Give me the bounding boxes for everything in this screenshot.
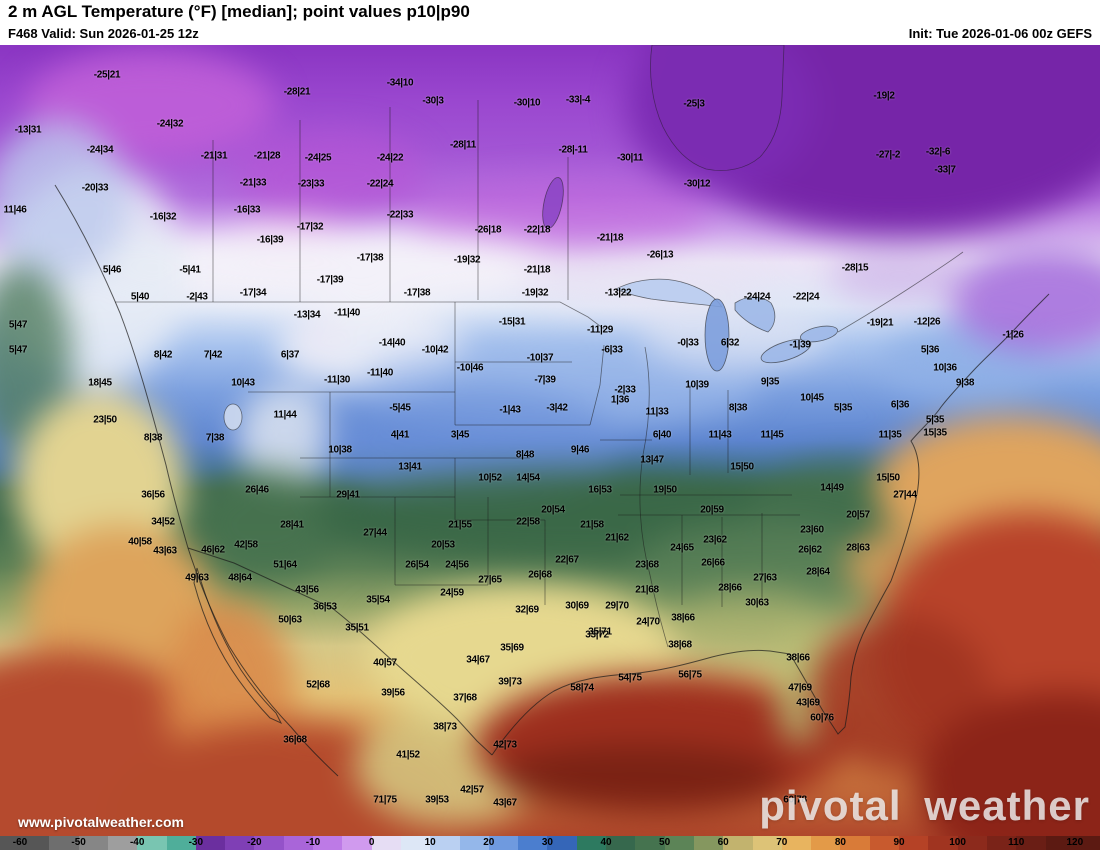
colorbar-cell (635, 836, 666, 850)
colorbar-cell (371, 836, 402, 850)
colorbar-tick-label: 60 (717, 837, 729, 848)
colorbar-cell (459, 836, 490, 850)
gulf-coastline (491, 649, 791, 756)
colorbar-cell (0, 836, 20, 850)
temperature-region (828, 245, 972, 305)
colorbar-cell (283, 836, 314, 850)
baja-peninsula (193, 567, 283, 725)
watermark-url: www.pivotalweather.com (18, 814, 184, 830)
colorbar-cell (1045, 836, 1076, 850)
pacific-coastline (54, 184, 189, 549)
colorbar-tick-label: 90 (893, 837, 905, 848)
geography-borders (54, 45, 1050, 777)
colorbar-cell (781, 836, 812, 850)
colorbar-cell (1074, 836, 1100, 850)
colorbar-cell (137, 836, 168, 850)
colorbar-cell (869, 836, 900, 850)
colorbar-cell (488, 836, 519, 850)
colorbar-cell (811, 836, 841, 850)
colorbar-cell (342, 836, 373, 850)
watermark-logo: pivotal weather (759, 782, 1090, 829)
lake-winnipeg (542, 177, 564, 229)
temperature-colorbar: -60 -50 -40 -30 -20 -10 0 10 20 30 40 50 60 70 80 90 100… (0, 836, 1100, 850)
us-canada-border (115, 301, 605, 330)
colorbar-tick-label: 100 (949, 837, 966, 848)
colorbar-tick-label: -20 (247, 837, 262, 848)
temperature-region (950, 248, 1100, 352)
hudson-bay-shape (650, 45, 785, 171)
mississippi-river (639, 346, 669, 648)
colorbar-tick-label: 20 (483, 837, 495, 848)
colorbar-tick-label: 120 (1066, 837, 1084, 848)
lake-superior (615, 278, 723, 308)
us-canada-border-east (837, 251, 964, 333)
colorbar-cell (928, 836, 959, 850)
init-time: Init: Tue 2026-01-06 00z GEFS (908, 26, 1092, 41)
temperature-region (235, 130, 425, 220)
colorbar-cell (166, 836, 197, 850)
temperature-fill-blobs (0, 45, 1100, 836)
map-title: 2 m AGL Temperature (°F) [median]; point… (8, 2, 470, 21)
colorbar-cell (313, 836, 343, 850)
temperature-region (495, 745, 785, 809)
colorbar-cell (49, 836, 80, 850)
colorbar-cell (107, 836, 138, 850)
colorbar-cell (957, 836, 988, 850)
colorbar-cell (547, 836, 578, 850)
colorbar-cell (254, 836, 285, 850)
colorbar-tick-label: 80 (834, 837, 846, 848)
lake-erie (760, 338, 812, 364)
colorbar-tick-label: -60 (12, 837, 28, 848)
mexico-west-coastline (187, 547, 339, 777)
colorbar-cell (518, 836, 548, 850)
colorbar-tick-label: 0 (368, 837, 375, 848)
colorbar-cell (606, 836, 636, 850)
lake-michigan (704, 298, 730, 372)
colorbar-tick-label: -10 (305, 837, 321, 848)
colorbar-cell (430, 836, 461, 850)
colorbar-tick-label: 30 (541, 837, 553, 848)
colorbar-cell (986, 836, 1017, 850)
colorbar-tick-label: -40 (129, 837, 145, 848)
colorbar-cell (723, 836, 754, 850)
colorbar-cell (1016, 836, 1047, 850)
colorbar-tick-label: 110 (1008, 837, 1025, 848)
us-mexico-border (187, 547, 493, 756)
colorbar-cell (400, 836, 431, 850)
colorbar-cell (225, 836, 255, 850)
colorbar-tick-label: -50 (71, 837, 86, 848)
colorbar-cell (752, 836, 783, 850)
colorbar-tick-label: -30 (188, 837, 204, 848)
valid-time: F468 Valid: Sun 2026-01-25 12z (8, 26, 199, 41)
colorbar-cell (195, 836, 226, 850)
temperature-map (0, 45, 1100, 836)
lake-ontario (799, 325, 839, 343)
colorbar-cell (78, 836, 109, 850)
colorbar-tick-label: 10 (424, 837, 436, 848)
colorbar-cell (576, 836, 607, 850)
colorbar-tick-label: 70 (776, 837, 788, 848)
colorbar-cell (664, 836, 695, 850)
colorbar-tick-label: 40 (600, 837, 612, 848)
colorbar-tick-label: 50 (659, 837, 671, 848)
colorbar-cell (840, 836, 871, 850)
colorbar-cell (693, 836, 724, 850)
great-salt-lake (223, 403, 243, 431)
header-bar: 2 m AGL Temperature (°F) [median]; point… (0, 0, 1100, 45)
florida-coastline (789, 580, 892, 735)
state-border (589, 344, 605, 426)
lake-huron (734, 296, 776, 333)
colorbar-cell (20, 836, 50, 850)
temperature-region (193, 470, 337, 580)
colorbar-cell (899, 836, 929, 850)
atlantic-coastline (890, 293, 1050, 582)
